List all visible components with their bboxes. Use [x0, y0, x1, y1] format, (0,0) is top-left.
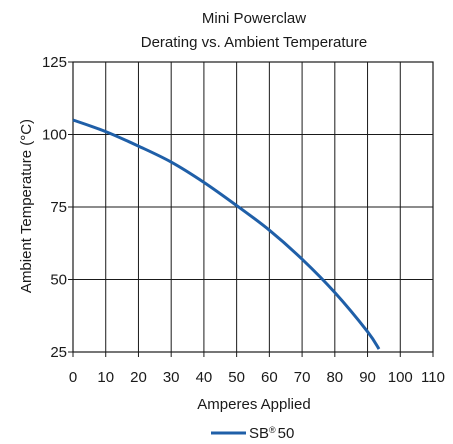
- x-tick-label: 70: [294, 369, 311, 386]
- series-layer: [72, 118, 381, 350]
- x-tick-labels: 0 10 20 30 40 50 60 70 80 90 100 110: [69, 369, 445, 386]
- legend-label-sup: ®: [269, 425, 276, 435]
- chart-subtitle: Derating vs. Ambient Temperature: [141, 34, 368, 51]
- x-axis-label: Amperes Applied: [197, 396, 310, 413]
- plot-area-frame: [72, 61, 434, 353]
- x-tick-label: 50: [228, 369, 245, 386]
- x-tick-label: 30: [163, 369, 180, 386]
- grid-lines: [68, 61, 434, 357]
- y-axis-label: Ambient Temperature (°C): [18, 119, 35, 293]
- legend: SB® 50: [211, 425, 294, 442]
- y-tick-label: 25: [50, 344, 67, 361]
- y-tick-label: 100: [42, 127, 67, 144]
- x-tick-label: 90: [359, 369, 376, 386]
- x-tick-label: 20: [130, 369, 147, 386]
- x-tick-label: 0: [69, 369, 77, 386]
- series-line-sb50: [72, 118, 381, 350]
- x-tick-label: 100: [388, 369, 413, 386]
- x-tick-label: 40: [196, 369, 213, 386]
- legend-label-main: SB: [249, 425, 269, 442]
- legend-label-suffix: 50: [278, 425, 295, 442]
- x-tick-label: 110: [421, 369, 445, 386]
- y-tick-label: 50: [50, 272, 67, 289]
- chart-title: Mini Powerclaw: [202, 10, 306, 27]
- x-tick-label: 60: [261, 369, 278, 386]
- y-tick-label: 75: [50, 199, 67, 216]
- x-tick-label: 10: [97, 369, 114, 386]
- y-tick-labels: 25 50 75 100 125: [42, 54, 67, 361]
- legend-label-sb50: SB® 50: [249, 425, 294, 442]
- y-tick-label: 125: [42, 54, 67, 71]
- x-tick-label: 80: [326, 369, 343, 386]
